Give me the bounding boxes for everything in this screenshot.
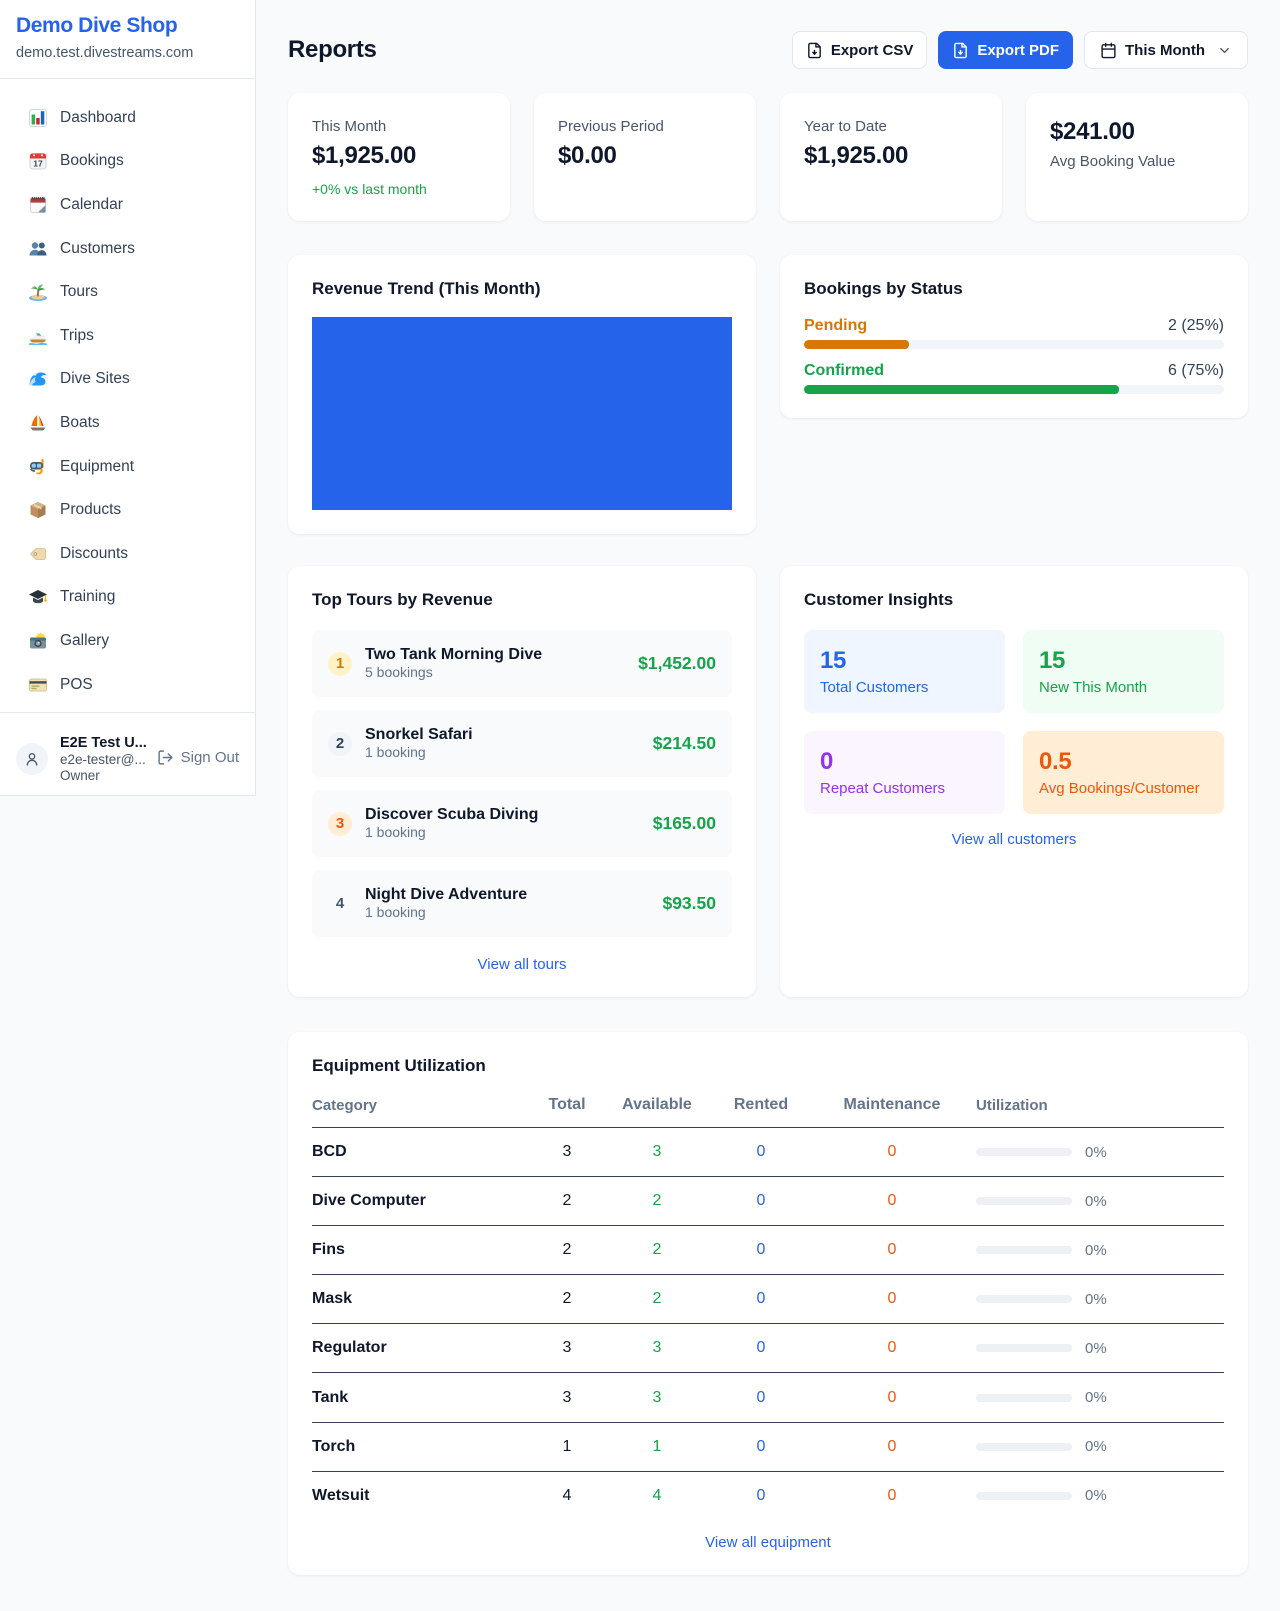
svg-text:17: 17 bbox=[33, 159, 43, 169]
